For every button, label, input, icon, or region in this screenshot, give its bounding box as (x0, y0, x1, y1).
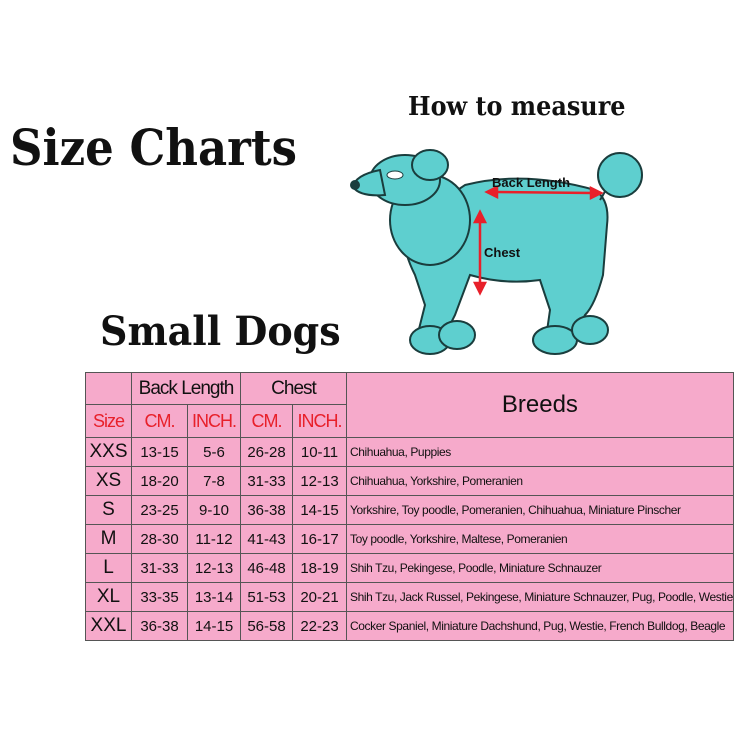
cell-back-in: 11-12 (187, 524, 241, 554)
section-title: Small Dogs (100, 308, 341, 355)
cell-chest-cm: 41-43 (240, 524, 293, 554)
size-table: Back Length Chest Breeds Size CM. INCH. … (85, 372, 734, 641)
illustration-heading: How to measure (408, 92, 626, 122)
cell-back-in: 9-10 (187, 495, 241, 525)
cell-back-cm: 31-33 (131, 553, 188, 583)
chest-label: Chest (484, 245, 521, 260)
table-row: XS 18-20 7-8 31-33 12-13 Chihuahua, Yorkshire… (85, 466, 734, 496)
cell-breeds: Yorkshire, Toy poodle, Pomeranien, Chihu… (346, 495, 734, 525)
back-inch-header: INCH. (187, 404, 241, 438)
cell-chest-cm: 36-38 (240, 495, 293, 525)
back-length-label: Back Length (492, 175, 571, 190)
cell-size: S (85, 495, 132, 525)
cell-back-cm: 18-20 (131, 466, 188, 496)
chest-inch-header: INCH. (292, 404, 347, 438)
table-row: S 23-25 9-10 36-38 14-15 Yorkshire, Toy poodl… (85, 495, 734, 525)
breeds-header: Breeds (346, 372, 734, 438)
cell-back-in: 14-15 (187, 611, 241, 641)
table-row: XXS 13-15 5-6 26-28 10-11 Chihuahua, Puppies (85, 437, 734, 467)
cell-breeds: Chihuahua, Puppies (346, 437, 734, 467)
cell-chest-cm: 26-28 (240, 437, 293, 467)
cell-chest-in: 18-19 (292, 553, 347, 583)
cell-breeds: Chihuahua, Yorkshire, Pomeranien (346, 466, 734, 496)
cell-chest-cm: 56-58 (240, 611, 293, 641)
cell-chest-in: 20-21 (292, 582, 347, 612)
cell-chest-cm: 51-53 (240, 582, 293, 612)
cell-chest-in: 12-13 (292, 466, 347, 496)
cell-size: XL (85, 582, 132, 612)
cell-back-in: 13-14 (187, 582, 241, 612)
cell-size: XXS (85, 437, 132, 467)
cell-back-in: 5-6 (187, 437, 241, 467)
page-title: Size Charts (10, 118, 297, 177)
cell-chest-cm: 31-33 (240, 466, 293, 496)
chest-cm-header: CM. (240, 404, 293, 438)
cell-chest-in: 16-17 (292, 524, 347, 554)
chest-header: Chest (240, 372, 347, 405)
cell-back-in: 12-13 (187, 553, 241, 583)
cell-breeds: Shih Tzu, Pekingese, Poodle, Miniature S… (346, 553, 734, 583)
back-length-header: Back Length (131, 372, 241, 405)
cell-breeds: Shih Tzu, Jack Russel, Pekingese, Miniat… (346, 582, 734, 612)
size-header: Size (85, 404, 132, 438)
back-cm-header: CM. (131, 404, 188, 438)
cell-size: XXL (85, 611, 132, 641)
cell-size: M (85, 524, 132, 554)
cell-chest-cm: 46-48 (240, 553, 293, 583)
table-row: XL 33-35 13-14 51-53 20-21 Shih Tzu, Jack Rus… (85, 582, 734, 612)
cell-chest-in: 14-15 (292, 495, 347, 525)
cell-chest-in: 22-23 (292, 611, 347, 641)
cell-back-cm: 36-38 (131, 611, 188, 641)
cell-back-cm: 13-15 (131, 437, 188, 467)
cell-size: XS (85, 466, 132, 496)
cell-chest-in: 10-11 (292, 437, 347, 467)
cell-back-cm: 33-35 (131, 582, 188, 612)
table-row: XXL 36-38 14-15 56-58 22-23 Cocker Spaniel, M… (85, 611, 734, 641)
cell-breeds: Toy poodle, Yorkshire, Maltese, Pomerani… (346, 524, 734, 554)
cell-back-cm: 23-25 (131, 495, 188, 525)
cell-back-cm: 28-30 (131, 524, 188, 554)
cell-size: L (85, 553, 132, 583)
poodle-illustration (350, 149, 643, 355)
cell-back-in: 7-8 (187, 466, 241, 496)
table-row: L 31-33 12-13 46-48 18-19 Shih Tzu, Pekingese… (85, 553, 734, 583)
table-row: M 28-30 11-12 41-43 16-17 Toy poodle, Yorkshi… (85, 524, 734, 554)
cell-breeds: Cocker Spaniel, Miniature Dachshund, Pug… (346, 611, 734, 641)
